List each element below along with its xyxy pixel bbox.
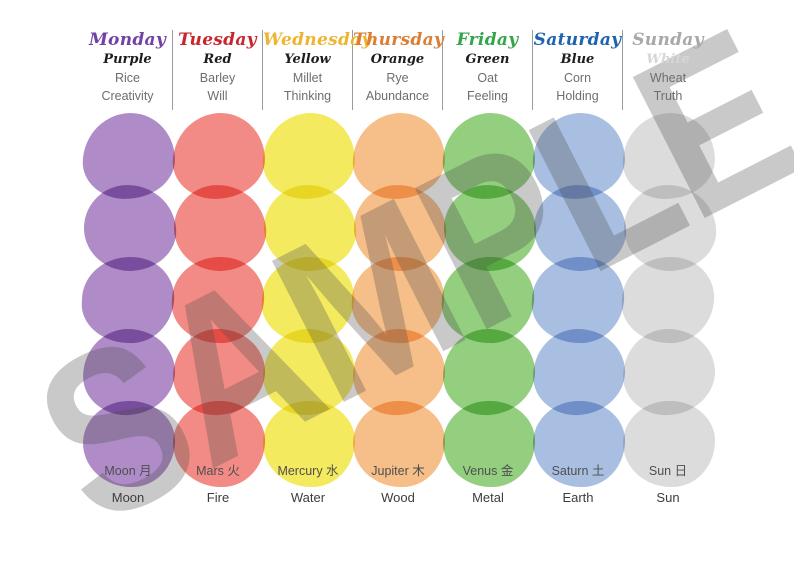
quality-name: Feeling xyxy=(467,89,508,103)
element-label: Sun xyxy=(656,490,680,505)
color-name: Yellow xyxy=(284,52,331,67)
day-column-header: Tuesday Red Barley Will xyxy=(173,30,263,110)
day-column: Thursday Orange Rye Abundance Jupiter 木 … xyxy=(349,30,449,505)
quality-name: Creativity xyxy=(101,89,154,103)
day-name: Monday xyxy=(88,30,167,50)
watercolor-circle-stack: Mars 火 xyxy=(169,111,269,488)
day-column-header: Monday Purple Rice Creativity xyxy=(83,30,173,110)
color-name: Purple xyxy=(103,52,152,67)
day-name: Friday xyxy=(456,30,519,50)
columns-row: Monday Purple Rice Creativity Moon 月 Moo… xyxy=(79,30,719,505)
grain-name: Oat xyxy=(477,71,498,85)
watercolor-circle-stack: Saturn 土 xyxy=(529,111,629,488)
grain-name: Rice xyxy=(114,71,140,85)
element-label: Earth xyxy=(562,490,594,505)
quality-name: Abundance xyxy=(365,89,430,103)
day-name: Wednesday xyxy=(263,30,372,50)
element-label: Moon xyxy=(111,490,145,505)
planet-label: Mercury 水 xyxy=(277,464,339,478)
planet-label: Mars 火 xyxy=(196,464,240,478)
day-column-header: Wednesday Yellow Millet Thinking xyxy=(263,30,372,110)
quality-name: Will xyxy=(207,89,228,103)
planet-label: Venus 金 xyxy=(462,464,514,478)
day-column-header: Thursday Orange Rye Abundance xyxy=(353,30,445,110)
grain-name: Barley xyxy=(199,71,236,85)
quality-name: Truth xyxy=(653,89,683,103)
watercolor-circle-stack: Mercury 水 xyxy=(259,111,359,488)
day-column: Wednesday Yellow Millet Thinking Mercury… xyxy=(259,30,372,505)
day-column-header: Saturday Blue Corn Holding xyxy=(533,30,623,110)
quality-name: Holding xyxy=(556,89,599,103)
day-name: Thursday xyxy=(353,30,445,50)
planet-label: Sun 日 xyxy=(648,464,688,478)
day-column-header: Friday Green Oat Feeling xyxy=(443,30,533,110)
planet-label: Jupiter 木 xyxy=(371,464,425,478)
grain-name: Millet xyxy=(292,71,323,85)
element-label: Fire xyxy=(206,490,230,505)
day-name: Saturday xyxy=(533,30,622,50)
watercolor-circle-stack: Venus 金 xyxy=(439,111,539,488)
element-label: Water xyxy=(290,490,326,505)
day-column-header: Sunday White Wheat Truth xyxy=(623,30,713,110)
watercolor-circle-stack: Sun 日 xyxy=(619,111,719,488)
element-label: Metal xyxy=(472,490,504,505)
color-name: White xyxy=(646,52,690,67)
grain-name: Rye xyxy=(386,71,409,85)
element-label: Wood xyxy=(381,490,415,505)
day-name: Sunday xyxy=(632,30,704,50)
color-name: Red xyxy=(203,52,232,67)
day-column: Friday Green Oat Feeling Venus 金 Metal xyxy=(439,30,539,505)
day-column: Sunday White Wheat Truth Sun 日 Sun xyxy=(619,30,719,505)
day-column: Saturday Blue Corn Holding Saturn 土 Eart… xyxy=(529,30,629,505)
planet-label: Moon 月 xyxy=(104,464,152,478)
color-name: Green xyxy=(465,52,510,67)
quality-name: Thinking xyxy=(283,89,332,103)
grain-name: Wheat xyxy=(649,71,687,85)
watercolor-circle-stack: Jupiter 木 xyxy=(349,111,449,488)
grain-name: Corn xyxy=(563,71,592,85)
planet-label: Saturn 土 xyxy=(551,464,605,478)
day-column: Tuesday Red Barley Will Mars 火 Fire xyxy=(169,30,269,505)
watercolor-circle-stack: Moon 月 xyxy=(79,111,179,488)
day-name: Tuesday xyxy=(178,30,257,50)
color-name: Orange xyxy=(370,52,425,67)
color-name: Blue xyxy=(560,52,595,67)
day-column: Monday Purple Rice Creativity Moon 月 Moo… xyxy=(79,30,179,505)
